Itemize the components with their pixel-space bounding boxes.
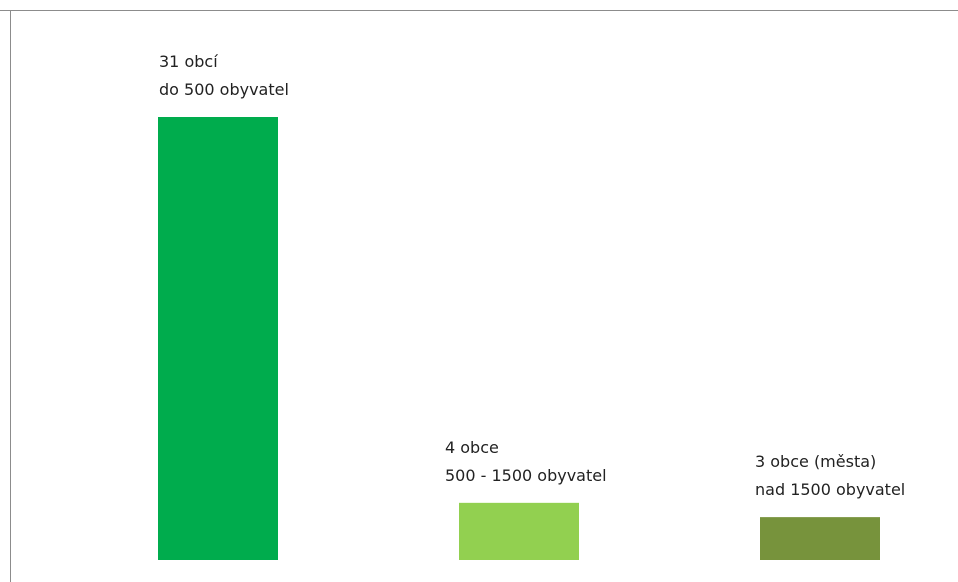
bar-label-1-line2: do 500 obyvatel <box>159 80 289 99</box>
bars-group <box>158 117 880 560</box>
bar-label-2-line1: 4 obce <box>445 438 499 457</box>
bar-3 <box>760 517 880 560</box>
bar-label-3-line1: 3 obce (města) <box>755 452 876 471</box>
bar-2 <box>459 502 579 560</box>
bar-label-2-line2: 500 - 1500 obyvatel <box>445 466 607 485</box>
bar-1 <box>158 117 278 560</box>
bar-label-1-line1: 31 obcí <box>159 52 218 71</box>
labels-group: 31 obcí do 500 obyvatel 4 obce 500 - 1500 o… <box>159 52 905 499</box>
bar-label-3-line2: nad 1500 obyvatel <box>755 480 905 499</box>
